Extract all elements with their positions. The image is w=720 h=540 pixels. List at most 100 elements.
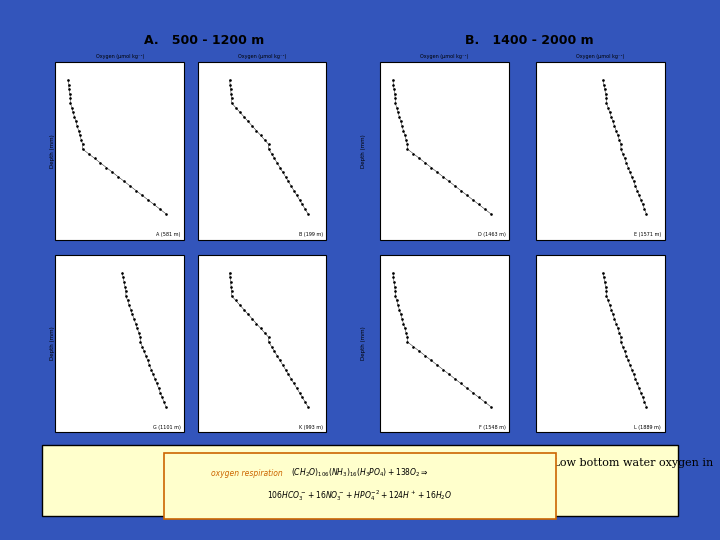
Point xyxy=(130,186,142,195)
Point xyxy=(395,310,407,319)
Point xyxy=(599,85,611,93)
Point xyxy=(604,108,616,117)
Text: Pore water oxygen from: Pore water oxygen from xyxy=(221,458,360,468)
Point xyxy=(277,168,289,177)
Point xyxy=(117,273,129,282)
Point xyxy=(461,191,472,199)
Point xyxy=(449,375,461,383)
Text: Depth (mm): Depth (mm) xyxy=(361,327,366,361)
Point xyxy=(288,186,300,195)
Text: Oxygen (μmol kg⁻¹): Oxygen (μmol kg⁻¹) xyxy=(238,55,286,59)
Point xyxy=(626,366,637,374)
Point xyxy=(251,126,262,135)
Point xyxy=(391,296,402,305)
Point xyxy=(473,393,485,402)
Point xyxy=(280,172,292,181)
Point xyxy=(118,278,130,286)
Text: E (1571 m): E (1571 m) xyxy=(634,232,661,237)
Point xyxy=(388,85,400,93)
Point xyxy=(485,402,496,411)
Point xyxy=(230,103,241,112)
Point xyxy=(635,195,647,204)
Point xyxy=(71,122,83,130)
FancyBboxPatch shape xyxy=(380,62,509,240)
Point xyxy=(603,103,614,112)
Point xyxy=(266,150,277,158)
Point xyxy=(225,273,236,282)
Point xyxy=(297,200,308,209)
Point xyxy=(77,140,89,149)
Point xyxy=(613,328,625,337)
Text: A (581 m): A (581 m) xyxy=(156,232,181,237)
Point xyxy=(274,163,286,172)
Text: F (1548 m): F (1548 m) xyxy=(479,425,505,430)
Point xyxy=(626,172,637,181)
Point xyxy=(89,154,100,163)
Point xyxy=(243,310,254,319)
Point xyxy=(455,379,467,388)
Point xyxy=(624,168,636,177)
Point xyxy=(160,210,171,218)
Point xyxy=(225,90,237,98)
FancyBboxPatch shape xyxy=(163,453,557,519)
Text: Depth (mm): Depth (mm) xyxy=(50,327,55,361)
Point xyxy=(297,393,308,402)
FancyBboxPatch shape xyxy=(197,62,326,240)
Point xyxy=(449,181,461,190)
Point xyxy=(637,200,649,209)
Text: $(CH_2O)_{106}(NH_3)_{16}(H_3PO_4) + 138O_2 \Rightarrow$: $(CH_2O)_{106}(NH_3)_{16}(H_3PO_4) + 138… xyxy=(291,467,429,480)
FancyBboxPatch shape xyxy=(380,255,509,433)
Point xyxy=(263,140,274,149)
Point xyxy=(123,301,135,309)
Point xyxy=(600,99,612,107)
Point xyxy=(144,361,156,369)
Text: OMZ; oxygen penetration of millimeters at all these shallow sites.: OMZ; oxygen penetration of millimeters a… xyxy=(174,481,546,491)
Point xyxy=(156,393,168,402)
Point xyxy=(631,379,643,388)
Point xyxy=(225,85,236,93)
Point xyxy=(118,177,130,186)
Point xyxy=(251,319,262,328)
Point xyxy=(397,319,409,328)
Point xyxy=(285,181,297,190)
Point xyxy=(269,154,280,163)
Point xyxy=(396,122,408,130)
Point xyxy=(628,177,639,186)
Point xyxy=(282,370,294,379)
Point xyxy=(259,136,271,144)
Point xyxy=(402,338,413,346)
Point xyxy=(246,315,258,323)
Point xyxy=(302,210,314,218)
Point xyxy=(238,305,250,314)
Point xyxy=(148,370,159,379)
Point xyxy=(600,94,612,103)
Point xyxy=(101,163,112,172)
Point xyxy=(621,159,632,167)
Point xyxy=(151,379,163,388)
Point xyxy=(635,388,647,397)
Point xyxy=(395,117,407,126)
Text: $106HCO_3^- + 16NO_3^- + HPO_4^{-2} + 124H^+ + 16H_2O$: $106HCO_3^- + 16NO_3^- + HPO_4^{-2} + 12… xyxy=(267,489,453,503)
Point xyxy=(225,282,237,291)
Point xyxy=(639,397,650,406)
Point xyxy=(112,172,124,181)
Point xyxy=(285,375,297,383)
Point xyxy=(226,292,238,300)
Point xyxy=(600,292,612,300)
Point xyxy=(266,342,277,351)
Point xyxy=(604,301,616,309)
Point xyxy=(437,172,449,181)
Point xyxy=(274,356,286,364)
Point xyxy=(628,370,639,379)
Point xyxy=(413,347,425,355)
Text: Oxygen (μmol kg⁻¹): Oxygen (μmol kg⁻¹) xyxy=(576,55,624,59)
Point xyxy=(77,145,89,153)
Point xyxy=(226,94,238,103)
Point xyxy=(437,366,449,374)
Text: microelectrodes. Low bottom water oxygen in: microelectrodes. Low bottom water oxygen… xyxy=(360,458,714,468)
Point xyxy=(160,402,171,411)
Point xyxy=(608,122,620,130)
FancyBboxPatch shape xyxy=(197,255,326,433)
Point xyxy=(263,145,274,153)
Point xyxy=(600,282,611,291)
